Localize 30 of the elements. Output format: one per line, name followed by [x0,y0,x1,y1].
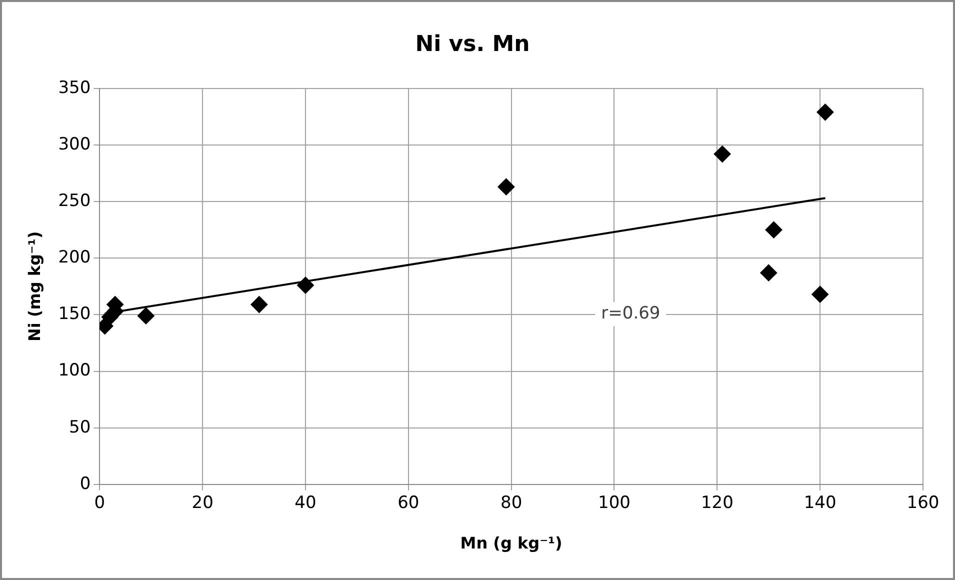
x-tick-label: 140 [804,493,836,514]
point [760,264,778,282]
y-tick-label: 300 [58,134,91,154]
x-tick-label: 160 [906,493,940,514]
chart-title: Ni vs. Mn [415,32,530,57]
point [812,286,829,303]
x-tick-label: 60 [398,493,420,514]
x-axis-title: Mn (g kg⁻¹) [460,534,562,553]
x-tick-label: 0 [94,493,106,514]
point [498,178,515,196]
y-axis-title: Ni (mg kg⁻¹) [24,231,44,342]
x-tick-label: 40 [294,493,316,514]
x-tick-label: 100 [598,493,630,514]
y-tick-label: 250 [58,190,91,211]
y-tick-label: 50 [69,417,91,438]
y-tick-label: 350 [58,78,91,98]
y-tick-label: 0 [80,474,91,494]
x-tick-label: 80 [500,493,522,514]
point [714,146,731,163]
y-tick-label: 200 [58,248,91,268]
y-tick-label: 100 [58,360,91,381]
point [816,104,834,121]
point [296,276,314,294]
point [250,296,268,314]
point [137,307,154,324]
point [765,221,782,238]
x-tick-label: 20 [192,493,214,514]
x-tick-label: 120 [700,493,734,514]
annotation: r=0.69 [601,304,660,324]
y-tick-label: 150 [58,304,91,324]
